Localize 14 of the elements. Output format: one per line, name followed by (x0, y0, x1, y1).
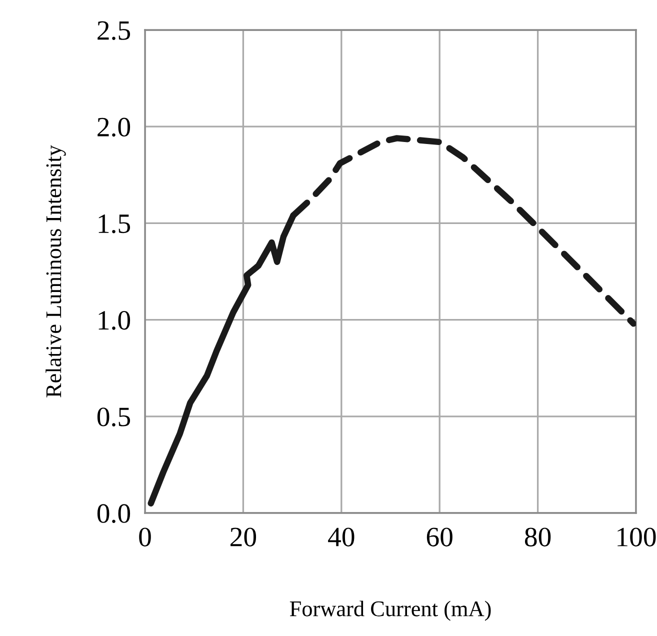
y-axis-title: Relative Luminous Intensity (46, 145, 66, 398)
x-tick-label: 100 (618, 528, 656, 546)
y-tick-label: 2.5 (98, 21, 130, 40)
x-tick-label: 0 (139, 528, 151, 546)
y-tick-label: 0.0 (97, 504, 130, 524)
y-tick-label: 0.5 (97, 408, 130, 426)
x-tick-label: 20 (230, 528, 256, 546)
y-tick-label: 2.0 (98, 118, 130, 137)
x-tick-label: 60 (426, 528, 452, 546)
x-tick-label: 40 (328, 528, 354, 546)
x-axis-title: Forward Current (mA) (290, 600, 491, 621)
y-tick-label: 1.5 (98, 214, 130, 234)
y-tick-label: 1.0 (98, 310, 130, 330)
x-tick-label: 80 (524, 528, 551, 546)
